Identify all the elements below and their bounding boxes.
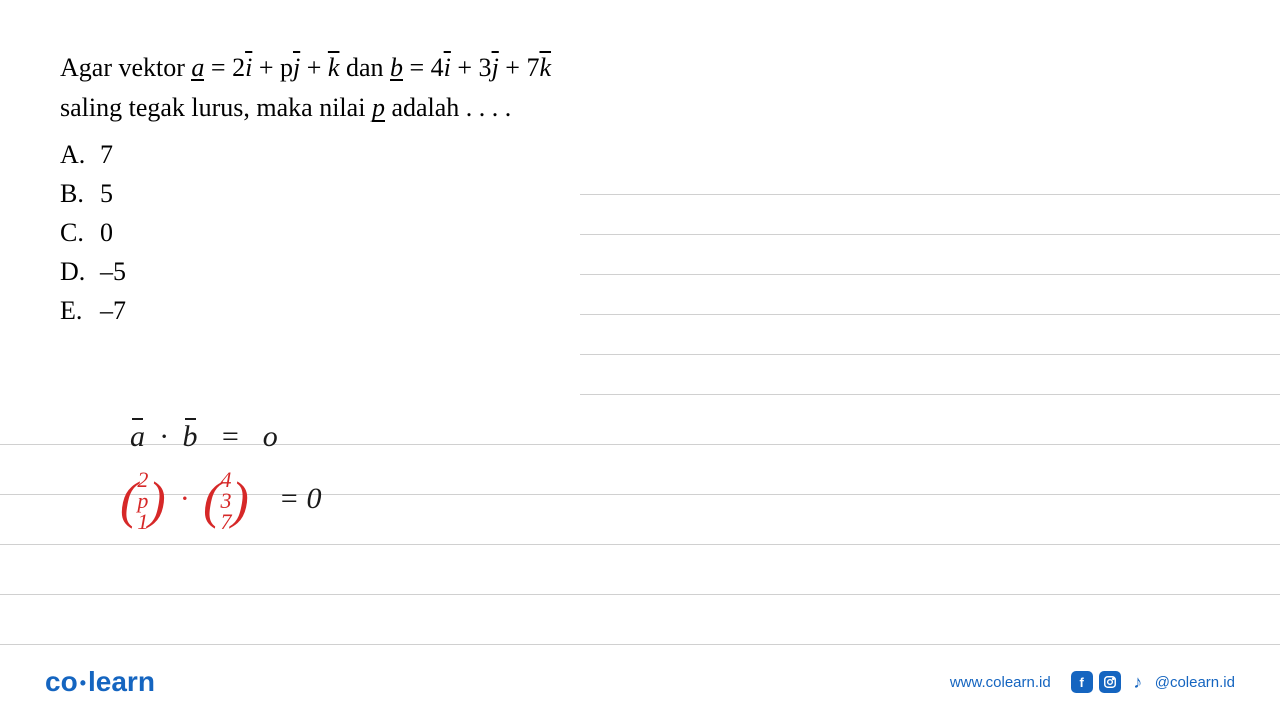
- content-area: Agar vektor a = 2i + pj + k dan b = 4i +…: [0, 0, 1280, 330]
- q-plus3: + 3: [451, 53, 492, 82]
- q-plusk: +: [300, 53, 328, 82]
- vec1-bot: 1: [137, 509, 148, 534]
- logo-learn: learn: [88, 666, 155, 697]
- answer-label: A.: [60, 135, 100, 174]
- handwriting-red: (2p1) · (437) = 0: [120, 470, 322, 533]
- website-link[interactable]: www.colearn.id: [950, 674, 1051, 691]
- q-line2-end: adalah . . . .: [385, 93, 511, 122]
- question-line-1: Agar vektor a = 2i + pj + k dan b = 4i +…: [60, 50, 1220, 86]
- question-line-2: saling tegak lurus, maka nilai p adalah …: [60, 90, 1220, 126]
- vec-a: a: [191, 56, 204, 81]
- answer-label: C.: [60, 213, 100, 252]
- vec-i2: i: [444, 50, 451, 86]
- q-plus7: + 7: [499, 53, 540, 82]
- q-plusp: + p: [252, 53, 293, 82]
- vec-b: b: [390, 56, 403, 81]
- facebook-icon[interactable]: f: [1071, 671, 1093, 693]
- logo-co: co: [45, 666, 78, 697]
- vec-k1: k: [328, 50, 340, 86]
- answer-label: D.: [60, 252, 100, 291]
- var-p: p: [372, 96, 385, 121]
- brand-logo: co•learn: [45, 666, 155, 698]
- q-eq1: = 2: [204, 53, 245, 82]
- vec-k2: k: [539, 50, 551, 86]
- answer-label: B.: [60, 174, 100, 213]
- vec2-bot: 7: [220, 509, 231, 534]
- answer-c: C.0: [60, 213, 1220, 252]
- social-icons: f ♪ @colearn.id: [1071, 671, 1235, 693]
- q-eq2: = 4: [403, 53, 444, 82]
- q-prefix: Agar vektor: [60, 53, 191, 82]
- answer-label: E.: [60, 291, 100, 330]
- answer-b: B.5: [60, 174, 1220, 213]
- answer-e: E.–7: [60, 291, 1220, 330]
- answer-value: –7: [100, 296, 126, 325]
- q-dan: dan: [339, 53, 390, 82]
- red-eq: = 0: [279, 482, 322, 515]
- answer-list: A.7 B.5 C.0 D.–5 E.–7: [60, 135, 1220, 330]
- answer-value: 5: [100, 179, 113, 208]
- answer-value: 7: [100, 140, 113, 169]
- answer-value: 0: [100, 218, 113, 247]
- answer-value: –5: [100, 257, 126, 286]
- social-handle[interactable]: @colearn.id: [1155, 674, 1235, 691]
- footer-right: www.colearn.id f ♪ @colearn.id: [950, 671, 1235, 693]
- handwriting-black: a · b = o: [130, 420, 278, 454]
- instagram-icon[interactable]: [1099, 671, 1121, 693]
- footer: co•learn www.colearn.id f ♪ @colearn.id: [0, 666, 1280, 698]
- red-dot: ·: [181, 482, 189, 515]
- logo-dot-icon: •: [80, 673, 86, 693]
- answer-a: A.7: [60, 135, 1220, 174]
- q-line2: saling tegak lurus, maka nilai: [60, 93, 372, 122]
- answer-d: D.–5: [60, 252, 1220, 291]
- tiktok-icon[interactable]: ♪: [1127, 671, 1149, 693]
- vec-j2: j: [492, 50, 499, 86]
